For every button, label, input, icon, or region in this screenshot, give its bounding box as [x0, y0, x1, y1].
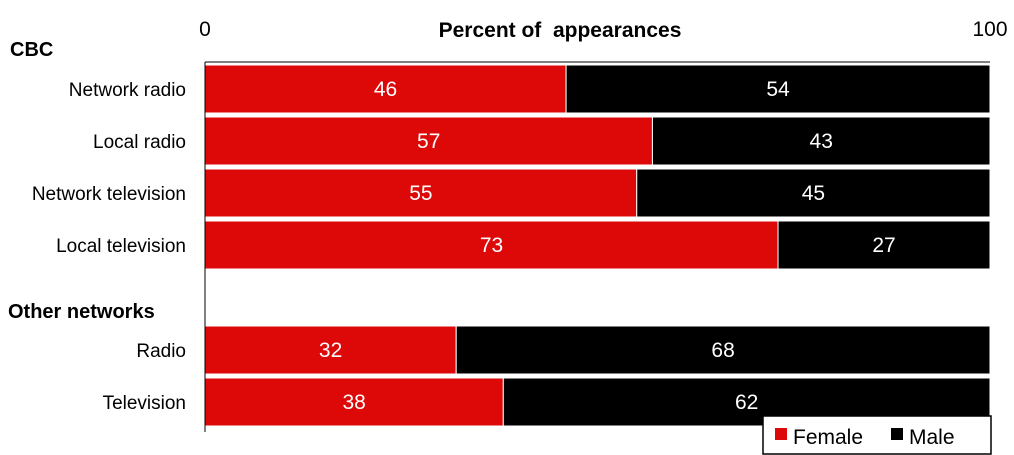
- data-label-female-radio: 32: [319, 339, 342, 362]
- x-axis-title: Percent of appearances: [439, 19, 682, 42]
- category-label-network-radio: Network radio: [69, 80, 186, 101]
- category-label-radio: Radio: [136, 341, 186, 362]
- data-label-female-television: 38: [342, 391, 365, 414]
- category-label-local-television: Local television: [56, 236, 186, 257]
- data-label-female-network-television: 55: [409, 182, 432, 205]
- category-label-television: Television: [103, 393, 186, 414]
- bar-female-local-television: [204, 220, 779, 270]
- legend-swatch-female: [775, 428, 787, 440]
- category-label-local-radio: Local radio: [93, 132, 186, 153]
- x-tick-label-max: 100: [972, 18, 1007, 41]
- data-label-male-radio: 68: [711, 339, 734, 362]
- bar-male-local-radio: [651, 116, 991, 166]
- data-label-female-local-radio: 57: [417, 130, 440, 153]
- bar-male-local-television: [777, 220, 991, 270]
- group-label-other-networks: Other networks: [8, 301, 155, 323]
- data-label-male-network-radio: 54: [766, 78, 790, 101]
- bar-female-local-radio: [204, 116, 653, 166]
- bar-male-network-television: [636, 168, 991, 218]
- legend-swatch-male: [891, 428, 903, 440]
- data-label-female-network-radio: 46: [374, 78, 397, 101]
- bar-female-network-radio: [204, 64, 567, 114]
- legend-label-female: Female: [793, 426, 863, 449]
- legend-frame: [762, 415, 992, 455]
- data-label-male-television: 62: [735, 391, 758, 414]
- legend: Female Male: [762, 415, 992, 455]
- data-label-male-network-television: 45: [802, 182, 825, 205]
- category-label-network-television: Network television: [32, 184, 186, 205]
- legend-label-male: Male: [909, 426, 955, 449]
- bar-male-network-radio: [565, 64, 991, 114]
- data-label-male-local-television: 27: [872, 234, 895, 257]
- data-label-female-local-television: 73: [480, 234, 503, 257]
- bar-female-network-television: [204, 168, 638, 218]
- bars-layer: 46 54 57 43 55 45 73 27 32 68 38 62: [204, 64, 991, 427]
- group-label-cbc: CBC: [10, 39, 53, 61]
- bar-male-radio: [455, 325, 991, 375]
- data-label-male-local-radio: 43: [810, 130, 833, 153]
- x-tick-label-min: 0: [199, 18, 211, 41]
